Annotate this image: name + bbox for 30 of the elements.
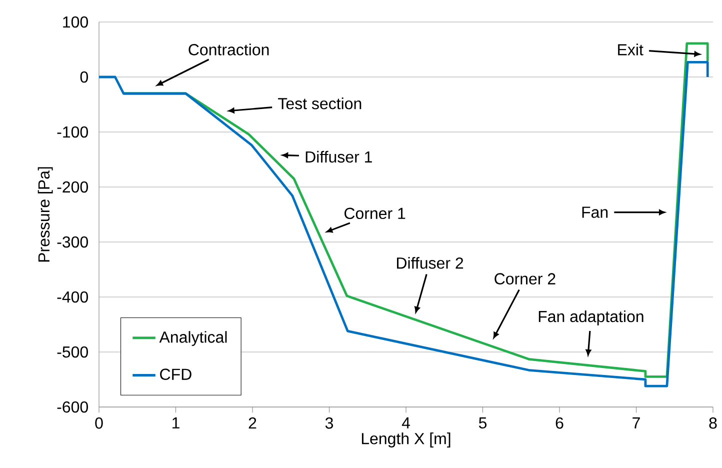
x-axis-title: Length X [m] [362,432,450,448]
annotation: Test section [278,98,362,110]
y-tick-label: -100 [57,126,88,138]
annotation: Contraction [188,44,269,56]
x-tick-label: 0 [95,417,103,429]
x-tick-label: 2 [248,417,256,429]
x-tick-label: 5 [478,417,487,429]
y-axis-title: Pressure [Pa] [38,167,53,262]
y-tick-label: -400 [57,291,88,303]
annotation: Corner 2 [494,273,556,284]
y-tick-label: -600 [57,401,88,413]
x-tick-label: 3 [325,417,333,429]
legend-label: Analytical [159,331,227,346]
y-tick-label: -200 [57,181,88,193]
annotation: Exit [618,44,644,56]
x-tick-label: 7 [632,417,640,428]
x-tick-label: 1 [172,417,180,428]
y-tick-label: -300 [57,236,88,248]
y-tick-label: -500 [57,346,88,358]
annotation: Diffuser 1 [306,150,372,163]
legend-label: CFD [160,368,192,380]
y-tick-label: 0 [80,71,88,83]
x-tick-label: 8 [709,417,717,429]
x-tick-label: 4 [402,417,410,428]
annotation: Diffuser 2 [397,257,464,269]
annotation: Corner 1 [344,208,406,220]
x-tick-label: 6 [556,417,564,429]
y-tick-label: 100 [63,16,88,28]
annotation: Fan [582,206,608,218]
annotation: Fan adaptation [538,310,644,326]
